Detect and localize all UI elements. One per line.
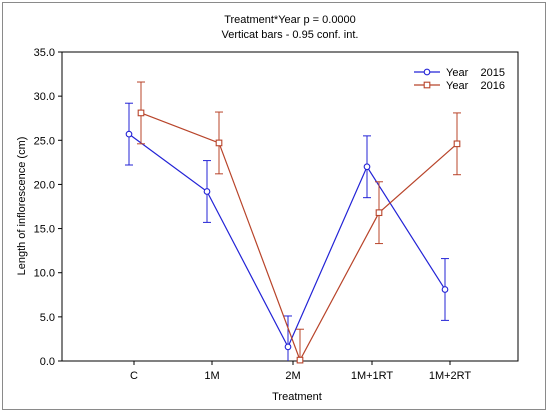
legend-year: 2016 (481, 80, 505, 92)
y-tick-label: 15.0 (34, 224, 55, 236)
legend-label: Year (446, 67, 469, 79)
x-tick-label: C (130, 370, 138, 382)
data-point (375, 209, 383, 217)
y-tick-label: 10.0 (34, 268, 55, 280)
x-tick-label: 1M (204, 370, 219, 382)
series-layer (125, 81, 461, 364)
data-point (441, 286, 449, 293)
x-tick-label: 1M+2RT (429, 370, 472, 382)
chart-title: Treatment*Year p = 0.0000 (224, 14, 356, 26)
data-point (296, 356, 304, 364)
series-line (128, 133, 446, 349)
legend-marker (423, 81, 431, 89)
y-tick-label: 25.0 (34, 135, 55, 147)
x-axis-label: Treatment (272, 391, 322, 403)
data-point (203, 188, 211, 195)
chart-subtitle: Verticat bars - 0.95 conf. int. (222, 29, 359, 41)
chart-frame (2, 2, 546, 410)
plot-area (61, 51, 519, 362)
data-point (125, 130, 133, 138)
y-tick-label: 35.0 (34, 47, 55, 59)
legend-year: 2015 (481, 67, 505, 79)
y-tick-label: 30.0 (34, 91, 55, 103)
x-tick-label: 1M+1RT (351, 370, 394, 382)
data-point (137, 109, 145, 117)
x-axis: C 1M 2M 1M+1RT 1M+2RT (130, 361, 471, 382)
series-2015 (125, 102, 449, 361)
data-point (453, 140, 461, 148)
data-point (363, 163, 371, 171)
y-tick-label: 20.0 (34, 179, 55, 191)
legend-marker (423, 68, 431, 76)
y-axis: 0.0 5.0 10.0 15.0 20.0 25.0 30.0 35.0 (34, 47, 62, 368)
data-point (284, 343, 292, 351)
legend: Year 2015 Year 2016 (414, 67, 505, 92)
data-point (215, 139, 223, 147)
y-axis-label: Length of inflorescence (cm) (16, 137, 28, 276)
y-tick-label: 5.0 (40, 312, 55, 324)
y-tick-label: 0.0 (40, 356, 55, 368)
x-tick-label: 2M (285, 370, 300, 382)
legend-label: Year (446, 80, 469, 92)
series-2016 (137, 81, 461, 364)
